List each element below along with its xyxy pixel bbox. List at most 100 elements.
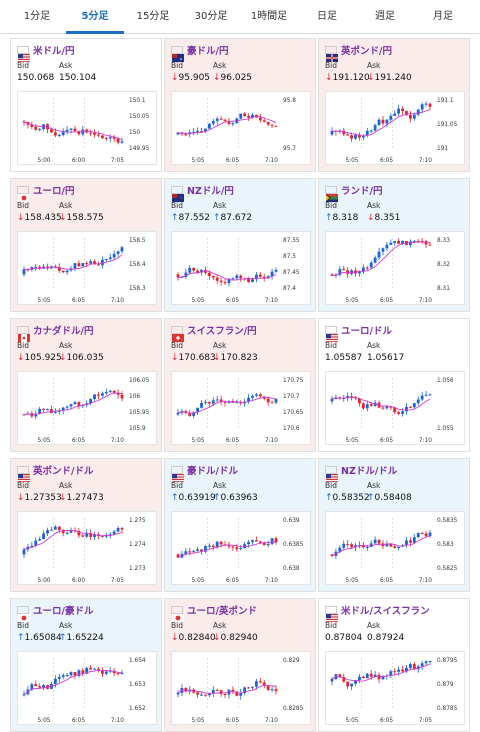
pair-title[interactable]: 英ポンド/円	[341, 46, 392, 57]
candle-body	[22, 694, 26, 696]
rate-card[interactable]: カナダドル/円 Bid Ask ↓105.925 ↓106.035 106.05 106 10…	[10, 318, 162, 452]
y-tick-label: 87.45	[283, 270, 300, 276]
rate-card[interactable]: ランド/円 Bid Ask ↑8.318 ↓8.351 8.33 8.32 8.31 5:05 6…	[318, 178, 470, 312]
us-flag-icon	[17, 46, 30, 62]
candle-body	[369, 130, 373, 132]
rate-card[interactable]: 米ドル/円 Bid Ask 150.068 150.104 150.1 150.05 150 1…	[10, 38, 162, 172]
tab-1[interactable]: 5分足	[81, 11, 109, 22]
pair-title[interactable]: ユーロ/円	[33, 186, 75, 197]
rate-card[interactable]: ユーロ/円 Bid Ask ↓158.435 ↓158.575 158.5 158.4 158…	[10, 178, 162, 312]
rate-card[interactable]: スイスフラン/円 Bid Ask ↓170.683 ↓170.823 170.75 170.…	[164, 318, 316, 452]
bid-label: Bid	[17, 341, 29, 350]
rate-card[interactable]: 豪ドル/ドル Bid Ask ↑0.63919 ↑0.63963 0.639 0.6385 0…	[164, 458, 316, 592]
rate-card[interactable]: 米ドル/スイスフラン Bid Ask 0.87804 0.87924 0.8795 0.87…	[318, 598, 470, 732]
mini-candlestick-chart[interactable]: 8.33 8.32 8.31 5:05 6:05 7:10	[325, 231, 465, 305]
rate-card[interactable]: ユーロ/豪ドル Bid Ask ↑1.65084 ↑1.65224 1.654 1.653 1…	[10, 598, 162, 732]
mini-candlestick-chart[interactable]: 87.55 87.5 87.45 87.4 5:05 6:05 7:10	[171, 231, 311, 305]
pair-title[interactable]: スイスフラン/円	[187, 326, 257, 337]
candle-body	[338, 674, 342, 678]
candle-body	[219, 280, 223, 283]
candle-body	[38, 266, 42, 269]
mini-candlestick-chart[interactable]: 1.275 1.274 1.273 5:00 6:00 7:05	[17, 511, 157, 585]
candle-body	[227, 278, 231, 284]
candle-body	[57, 410, 61, 412]
candle-body	[85, 533, 89, 537]
candle-body	[116, 392, 120, 395]
pair-title[interactable]: ランド/円	[341, 186, 383, 197]
mini-candlestick-chart[interactable]: 1.654 1.653 1.652 5:05 6:05 7:10	[17, 651, 157, 725]
candle-body	[262, 682, 266, 686]
ask-price: 1.05617	[367, 353, 405, 363]
rate-card[interactable]: 英ポンド/円 Bid Ask ↓191.120 ↓191.240 191.1 191.05 1…	[318, 38, 470, 172]
ask-trend-icon: ↓	[213, 73, 221, 83]
moving-average-line	[331, 535, 431, 557]
candle-body	[89, 132, 93, 134]
tab-7[interactable]: 月足	[433, 11, 453, 22]
pair-title[interactable]: 豪ドル/円	[187, 46, 229, 57]
candle-body	[424, 533, 428, 537]
ask-label: Ask	[59, 61, 73, 70]
moving-average-line	[23, 121, 123, 140]
mini-candlestick-chart[interactable]: 0.639 0.6385 0.638 5:05 6:05 7:10	[171, 511, 311, 585]
rate-card[interactable]: 英ポンド/ドル Bid Ask ↓1.27353 ↓1.27473 1.275 1.274 1…	[10, 458, 162, 592]
x-tick-label: 5:05	[345, 578, 358, 584]
candle-body	[69, 404, 73, 407]
y-tick-label: 106.05	[129, 378, 150, 384]
mini-candlestick-chart[interactable]: 0.829 0.8285 5:05 6:05 7:10	[171, 651, 311, 725]
mini-candlestick-chart[interactable]: 0.8795 0.879 0.8785 5:05 6:05 7:05	[325, 651, 465, 725]
candle-body	[262, 120, 266, 122]
candle-body	[38, 538, 42, 541]
candle-body	[409, 540, 412, 543]
candle-body	[196, 130, 199, 132]
mini-candlestick-chart[interactable]: 106.05 106 105.95 105.9 5:05 6:05 7:10	[17, 371, 157, 445]
tab-3[interactable]: 30分足	[194, 11, 228, 22]
pair-title[interactable]: 米ドル/スイスフラン	[341, 606, 430, 617]
candle-body	[397, 412, 401, 414]
candle-body	[255, 274, 258, 280]
mini-candlestick-chart[interactable]: 1.056 1.055 5:05 6:05 7:10	[325, 371, 465, 445]
candle-body	[42, 533, 45, 539]
x-tick-label: 7:05	[111, 578, 124, 584]
candle-body	[409, 406, 412, 408]
rate-card[interactable]: ユーロ/ドル Bid Ask 1.05587 1.05617 1.056 1.055 5:05…	[318, 318, 470, 452]
tab-5[interactable]: 日足	[317, 11, 337, 22]
candle-body	[381, 119, 385, 124]
bid-label: Bid	[171, 61, 183, 70]
pair-title[interactable]: NZドル/ドル	[341, 466, 398, 477]
bid-value: ↑1.65084	[17, 633, 62, 643]
pair-title[interactable]: 米ドル/円	[33, 46, 75, 57]
bid-trend-icon: ↓	[325, 73, 333, 83]
pair-title[interactable]: NZドル/円	[187, 186, 234, 197]
rate-card[interactable]: NZドル/円 Bid Ask ↑87.552 ↑87.672 87.55 87.5 87.45…	[164, 178, 316, 312]
gb-flag-icon	[325, 46, 338, 62]
pair-title[interactable]: カナダドル/円	[33, 326, 94, 337]
mini-candlestick-chart[interactable]: 191.1 191.05 191 5:05 6:05 7:10	[325, 91, 465, 165]
mini-candlestick-chart[interactable]: 170.75 170.7 170.65 170.6 5:05 6:05 7:10	[171, 371, 311, 445]
pair-title[interactable]: ユーロ/英ポンド	[187, 606, 257, 617]
y-tick-label: 1.275	[129, 518, 146, 524]
y-tick-label: 158.4	[129, 262, 146, 268]
pair-title[interactable]: 豪ドル/ドル	[187, 466, 238, 477]
candle-body	[235, 402, 239, 404]
tab-4[interactable]: 1時間足	[250, 11, 288, 22]
mini-candlestick-chart[interactable]: 158.5 158.4 158.3 5:05 6:05 7:10	[17, 231, 157, 305]
candle-body	[89, 533, 93, 537]
mini-candlestick-chart[interactable]: 0.5835 0.583 0.5825 5:05 6:05 7:10	[325, 511, 465, 585]
tab-0[interactable]: 1分足	[23, 11, 51, 22]
candle-body	[38, 129, 42, 131]
pair-title[interactable]: 英ポンド/ドル	[33, 466, 94, 477]
chart-svg: 191.1 191.05 191 5:05 6:05 7:10	[330, 98, 458, 164]
rate-card[interactable]: 豪ドル/円 Bid Ask ↓95.905 ↓96.025 95.8 95.7 5:05 6:0…	[164, 38, 316, 172]
bid-price: 8.318	[332, 213, 359, 223]
pair-title[interactable]: ユーロ/ドル	[341, 326, 392, 337]
pair-title[interactable]: ユーロ/豪ドル	[33, 606, 94, 617]
tab-6[interactable]: 週足	[375, 11, 395, 22]
mini-candlestick-chart[interactable]: 95.8 95.7 5:05 6:05 7:10	[171, 91, 311, 165]
candle-body	[227, 401, 231, 403]
rate-card[interactable]: NZドル/ドル Bid Ask ↑0.58352 ↑0.58408 0.5835 0.583…	[318, 458, 470, 592]
tab-2[interactable]: 15分足	[136, 11, 170, 22]
x-tick-label: 6:05	[380, 718, 393, 724]
rate-card[interactable]: ユーロ/英ポンド Bid Ask ↓0.82840 ↓0.82940 0.829 0.828…	[164, 598, 316, 732]
candle-body	[258, 394, 262, 397]
mini-candlestick-chart[interactable]: 150.1 150.05 150 149.95 5:00 6:00 7:05	[17, 91, 157, 165]
